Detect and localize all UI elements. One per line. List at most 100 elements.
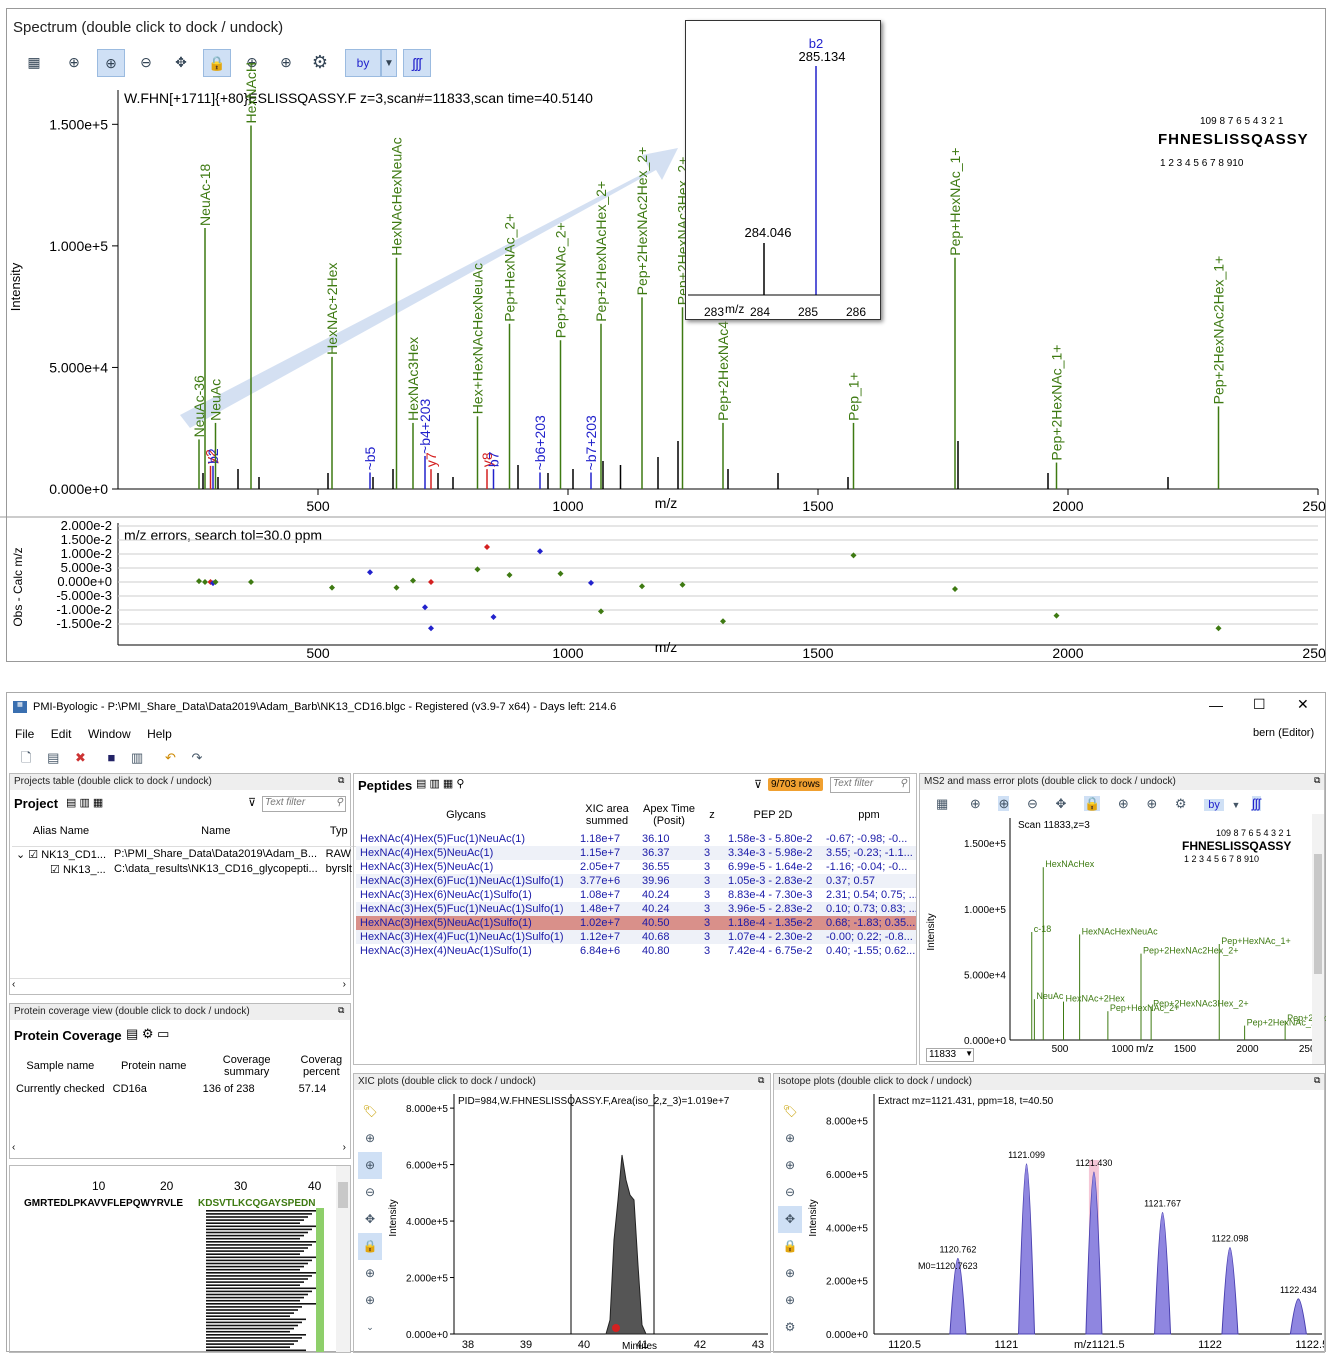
menu-edit[interactable]: Edit <box>50 727 72 741</box>
label-icon[interactable]: 🏷 <box>362 1104 378 1118</box>
by-ion-button[interactable]: by <box>345 49 381 77</box>
dropdown-icon[interactable]: ▼ <box>381 49 397 77</box>
zoom-y-icon[interactable]: ⊕ <box>280 53 292 70</box>
undock-icon[interactable]: ⧉ <box>338 1005 345 1015</box>
settings-table-icon[interactable]: ▦ <box>27 53 41 70</box>
col-sample[interactable]: Sample name <box>26 1060 95 1072</box>
ms2-title[interactable]: MS2 and mass error plots (double click t… <box>924 776 1176 787</box>
report-icon[interactable]: ▥ <box>131 750 144 765</box>
zoom-in-icon[interactable]: ⊕ <box>358 1152 382 1179</box>
user-label[interactable]: bern (Editor) <box>1253 727 1315 739</box>
chevron-down-icon[interactable]: ⌄ <box>366 1322 374 1332</box>
delete-icon[interactable]: ✖ <box>75 750 86 765</box>
search-icon[interactable]: ⚲ <box>335 797 343 808</box>
ion-series-icon[interactable]: ʃʃʃ <box>403 49 431 77</box>
zoom-in-icon[interactable]: ⊕ <box>97 49 125 77</box>
lock-icon[interactable]: 🔒 <box>782 1239 798 1253</box>
horizontal-scrollbar[interactable]: ‹ › <box>12 1142 346 1153</box>
zoom-x-icon[interactable]: ⊕ <box>246 53 258 70</box>
zoom-y-icon[interactable]: ⊕ <box>1146 796 1158 811</box>
checkbox[interactable]: ☑ <box>28 848 39 861</box>
zoom-y-icon[interactable]: ⊕ <box>784 1293 796 1307</box>
ion-series-icon[interactable]: ʃʃʃ <box>1252 796 1261 811</box>
spectrum-title[interactable]: Spectrum (double click to dock / undock) <box>13 19 284 36</box>
gear-icon[interactable]: ⚙ <box>784 1320 796 1334</box>
isotope-title[interactable]: Isotope plots (double click to dock / un… <box>778 1076 972 1087</box>
zoom-x-icon[interactable]: ⊕ <box>364 1266 376 1280</box>
col-xic-area[interactable]: XIC area summed <box>585 803 629 827</box>
filter-icon[interactable]: ⊽ <box>754 779 763 791</box>
lock-icon[interactable]: 🔒 <box>1084 796 1101 811</box>
peptide-row[interactable]: HexNAc(3)Hex(6)NeuAc(1)Sulfo(1) 1.08e+7 40… <box>356 888 916 902</box>
peptide-row[interactable]: HexNAc(3)Hex(4)Fuc(1)NeuAc(1)Sulfo(1) 1.1… <box>356 930 916 944</box>
project-text-filter[interactable]: Text filter ⚲ <box>262 796 346 812</box>
col-summary[interactable]: Coverage summary <box>222 1054 271 1078</box>
col-pep[interactable]: PEP 2D <box>753 809 793 821</box>
gear-icon[interactable]: ⚙ <box>311 51 329 72</box>
horizontal-scrollbar[interactable]: ‹ › <box>10 978 350 992</box>
peptide-row[interactable]: HexNAc(3)Hex(6)Fuc(1)NeuAc(1)Sulfo(1) 3.7… <box>356 874 916 888</box>
lock-icon[interactable]: 🔒 <box>203 49 231 77</box>
coverage-title[interactable]: Protein coverage view (double click to d… <box>14 1006 250 1017</box>
minimize-button[interactable]: — <box>1209 697 1223 713</box>
zoom-icon[interactable]: ⊕ <box>68 53 80 70</box>
pan-icon[interactable]: ✥ <box>778 1206 802 1233</box>
col-z[interactable]: z <box>709 809 715 821</box>
project-view-icons[interactable]: ▤ ▥ ▦ <box>66 797 104 809</box>
peptide-row[interactable]: HexNAc(3)Hex(4)NeuAc(1)Sulfo(1) 6.84e+6 40… <box>356 944 916 958</box>
menu-file[interactable]: File <box>15 727 35 741</box>
projects-title[interactable]: Projects table (double click to dock / u… <box>14 776 212 787</box>
zoom-out-icon[interactable]: ⊖ <box>784 1185 796 1199</box>
maximize-button[interactable]: ☐ <box>1253 696 1266 712</box>
scan-select[interactable]: 11833 ▼ <box>926 1048 974 1062</box>
project-row[interactable]: ☑ NK13_... C:\data_results\NK13_CD16_gly… <box>12 862 356 877</box>
undock-icon[interactable]: ⧉ <box>1314 1075 1321 1085</box>
pan-icon[interactable]: ✥ <box>175 53 187 70</box>
xic-title[interactable]: XIC plots (double click to dock / undock… <box>358 1076 536 1087</box>
zoom-out-icon[interactable]: ⊖ <box>1026 796 1038 811</box>
undo-icon[interactable]: ↶ <box>164 750 176 765</box>
expand-icon[interactable]: ⌄ <box>16 848 26 861</box>
zoom-in-icon[interactable]: ⊕ <box>998 796 1010 811</box>
label-icon[interactable]: 🏷 <box>782 1104 798 1118</box>
lock-icon[interactable]: 🔒 <box>358 1233 382 1260</box>
zoom-icon[interactable]: ⊕ <box>364 1131 376 1145</box>
redo-icon[interactable]: ↷ <box>191 750 203 765</box>
col-alias[interactable]: Alias Name <box>12 816 110 846</box>
title-bar[interactable]: ▦ PMI-Byologic - P:\PMI_Share_Data\Data2… <box>7 693 1326 721</box>
save-icon[interactable]: ■ <box>107 750 116 765</box>
dropdown-icon[interactable]: ▼ <box>1231 800 1241 810</box>
zoom-in-icon[interactable]: ⊕ <box>784 1158 796 1172</box>
menu-window[interactable]: Window <box>87 727 131 741</box>
col-apex-time[interactable]: Apex Time (Posit) <box>643 803 695 827</box>
peptide-text-filter[interactable]: Text filter ⚲ <box>830 777 910 793</box>
col-type[interactable]: Typ <box>322 816 356 846</box>
col-percent[interactable]: Coverag percent <box>300 1054 343 1078</box>
close-button[interactable]: ✕ <box>1297 696 1309 712</box>
peptide-row[interactable]: HexNAc(4)Hex(5)NeuAc(1) 1.15e+7 36.37 3 3.34… <box>356 846 916 860</box>
menu-help[interactable]: Help <box>147 727 172 741</box>
project-row[interactable]: ⌄ ☑ NK13_CD1... P:\PMI_Share_Data\Data20… <box>12 846 356 862</box>
zoom-out-icon[interactable]: ⊖ <box>140 53 152 70</box>
col-ppm[interactable]: ppm <box>858 809 880 821</box>
col-protein[interactable]: Protein name <box>120 1060 187 1072</box>
pan-icon[interactable]: ✥ <box>1055 796 1067 811</box>
pan-icon[interactable]: ✥ <box>364 1212 376 1226</box>
peptide-row[interactable]: HexNAc(4)Hex(5)Fuc(1)NeuAc(1) 1.18e+7 36.1… <box>356 832 916 846</box>
undock-icon[interactable]: ⧉ <box>1314 775 1321 785</box>
open-icon[interactable]: ▤ <box>47 750 60 765</box>
coverage-row[interactable]: Currently checked CD16a 136 of 238 57.14 <box>12 1082 348 1096</box>
zoom-icon[interactable]: ⊕ <box>784 1131 796 1145</box>
gear-icon[interactable]: ⚙ <box>1174 796 1187 811</box>
search-icon[interactable]: ⚲ <box>899 778 907 789</box>
peptide-row[interactable]: HexNAc(3)Hex(5)NeuAc(1) 2.05e+7 36.55 3 6.99… <box>356 860 916 874</box>
zoom-icon[interactable]: ⊕ <box>969 796 981 811</box>
zoom-x-icon[interactable]: ⊕ <box>1117 796 1129 811</box>
coverage-icons[interactable]: ▤ ⚙ ▭ <box>126 1026 170 1041</box>
new-icon[interactable]: 🗋 <box>21 750 32 765</box>
zoom-y-icon[interactable]: ⊕ <box>364 1293 376 1307</box>
settings-table-icon[interactable]: ▦ <box>936 796 949 811</box>
col-name[interactable]: Name <box>110 816 322 846</box>
undock-icon[interactable]: ⧉ <box>338 775 345 785</box>
peptide-row[interactable]: HexNAc(3)Hex(5)Fuc(1)NeuAc(1)Sulfo(1) 1.4… <box>356 902 916 916</box>
